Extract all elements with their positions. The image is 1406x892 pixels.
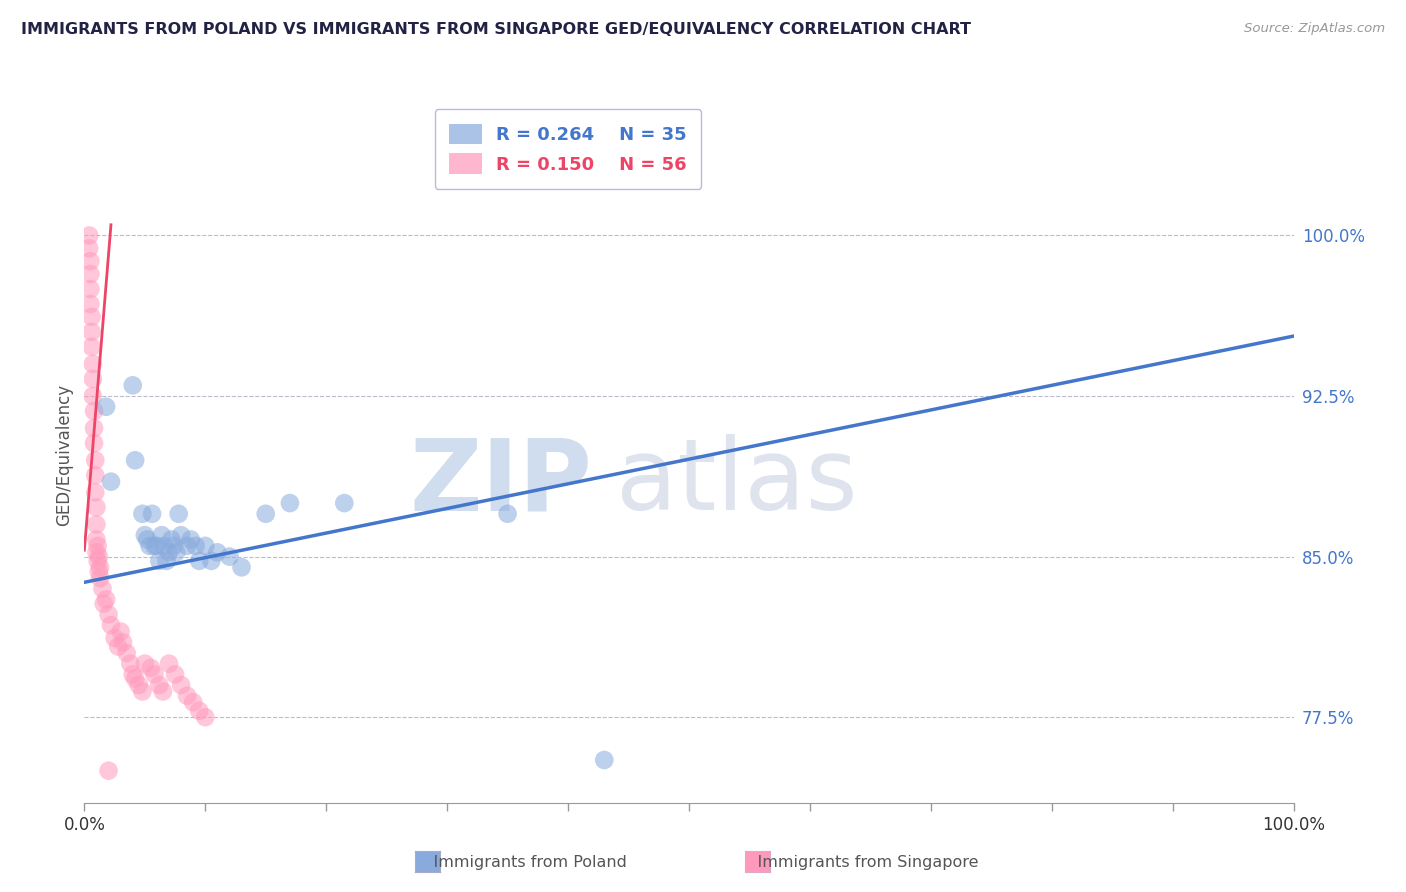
Point [86,554,108,568]
Point [231,560,253,574]
Point [97,764,120,778]
Point [165,545,187,559]
Point [150,528,173,542]
Point [143,667,166,681]
Point [128,678,150,692]
Point [131,684,153,698]
Point [188,554,211,568]
Point [80,310,103,324]
Point [131,507,153,521]
Point [176,689,198,703]
Point [83,404,105,418]
Point [157,545,180,559]
Point [80,325,103,339]
Point [86,539,108,553]
Point [83,436,105,450]
Point [89,571,111,585]
Point [110,624,132,639]
Point [163,539,186,553]
Point [167,507,190,521]
Point [94,400,117,414]
Point [87,565,110,579]
Point [94,592,117,607]
Point [82,389,104,403]
Point [77,228,100,243]
Point [207,545,229,559]
Point [86,533,108,547]
Point [143,539,166,553]
Text: Source: ZipAtlas.com: Source: ZipAtlas.com [1244,22,1385,36]
Point [82,357,104,371]
Point [121,378,143,392]
Point [496,507,519,521]
Point [80,340,103,354]
Point [200,554,222,568]
Point [148,678,170,692]
Text: IMMIGRANTS FROM POLAND VS IMMIGRANTS FROM SINGAPORE GED/EQUIVALENCY CORRELATION : IMMIGRANTS FROM POLAND VS IMMIGRANTS FRO… [21,22,972,37]
Point [124,672,146,686]
Point [79,254,101,268]
Text: ZIP: ZIP [409,434,592,532]
Point [593,753,616,767]
Point [194,710,217,724]
Point [155,554,177,568]
Point [84,453,107,467]
Point [84,485,107,500]
Point [100,475,122,489]
Point [115,646,138,660]
Point [134,657,156,671]
Point [278,496,301,510]
Point [194,539,217,553]
Point [86,545,108,559]
Point [136,533,159,547]
Point [124,453,146,467]
Point [79,267,101,281]
Point [138,539,160,553]
Point [100,618,122,632]
Point [160,533,183,547]
Point [112,635,135,649]
Point [148,554,170,568]
Point [83,421,105,435]
Point [87,549,110,564]
Point [176,539,198,553]
Point [84,468,107,483]
Point [97,607,120,622]
Point [121,667,143,681]
Point [188,704,211,718]
Point [170,678,193,692]
Point [254,507,277,521]
Point [107,640,129,654]
Point [218,549,240,564]
Text: Immigrants from Singapore: Immigrants from Singapore [737,855,979,870]
Point [86,500,108,515]
Point [89,560,111,574]
Point [82,372,104,386]
Legend: R = 0.264    N = 35, R = 0.150    N = 56: R = 0.264 N = 35, R = 0.150 N = 56 [434,109,702,189]
Point [79,297,101,311]
Point [93,597,115,611]
Text: Immigrants from Poland: Immigrants from Poland [413,855,627,870]
Point [152,684,174,698]
Point [165,667,187,681]
Point [157,657,180,671]
Point [180,533,202,547]
Point [134,528,156,542]
Point [146,539,169,553]
Y-axis label: GED/Equivalency: GED/Equivalency [55,384,73,526]
Point [120,657,142,671]
Point [333,496,356,510]
Point [104,631,127,645]
Point [86,517,108,532]
Point [139,661,162,675]
Point [153,539,176,553]
Point [91,582,114,596]
Point [170,528,193,542]
Text: atlas: atlas [616,434,858,532]
Point [141,507,163,521]
Point [181,695,204,709]
Point [79,282,101,296]
Point [184,539,207,553]
Point [77,241,100,255]
